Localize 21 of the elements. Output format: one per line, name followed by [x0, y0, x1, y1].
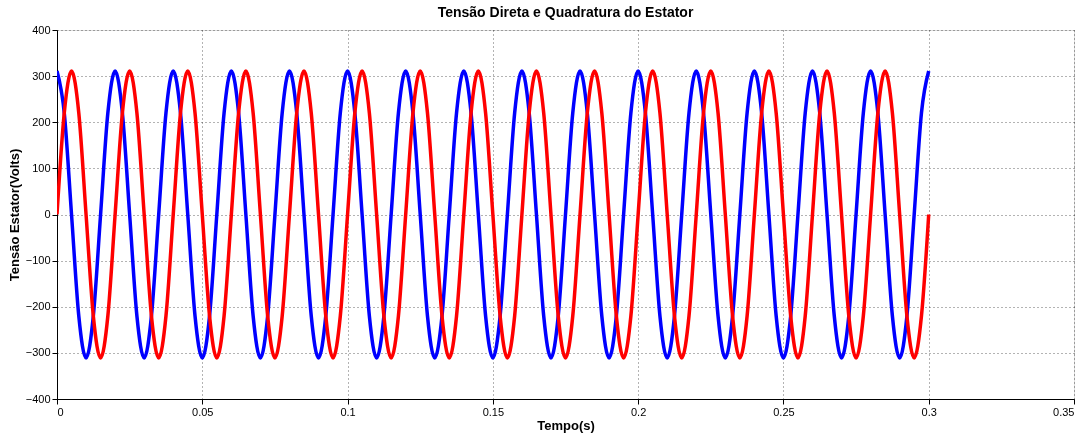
- y-tick-label: 100: [32, 161, 51, 174]
- x-tick-label: 0: [57, 405, 64, 418]
- x-tick-label: 0.05: [192, 405, 214, 418]
- y-tick-label: 300: [32, 69, 51, 82]
- x-tick-label: 0.25: [773, 405, 795, 418]
- x-tick-label: 0.3: [921, 405, 937, 418]
- y-tick-label: −300: [25, 346, 51, 359]
- x-tick-label: 0.15: [482, 405, 505, 418]
- y-tick-label: 200: [32, 115, 51, 128]
- y-tick-label: 400: [32, 23, 51, 36]
- x-axis-title: Tempo(s): [537, 417, 595, 433]
- x-tick-label: 0.1: [340, 405, 356, 418]
- x-tick-label: 0.35: [1053, 405, 1075, 418]
- line-series: [57, 69, 931, 360]
- y-tick-label: 0: [44, 208, 51, 220]
- y-axis-title: Tensão Estator(Volts): [6, 148, 22, 282]
- y-tick-label: −400: [25, 392, 51, 405]
- y-tick-label: −200: [25, 300, 51, 313]
- x-tick-label: 0.2: [630, 405, 647, 418]
- chart-title: Tensão Direta e Quadratura do Estator: [437, 4, 694, 20]
- y-tick-label: −100: [25, 254, 51, 267]
